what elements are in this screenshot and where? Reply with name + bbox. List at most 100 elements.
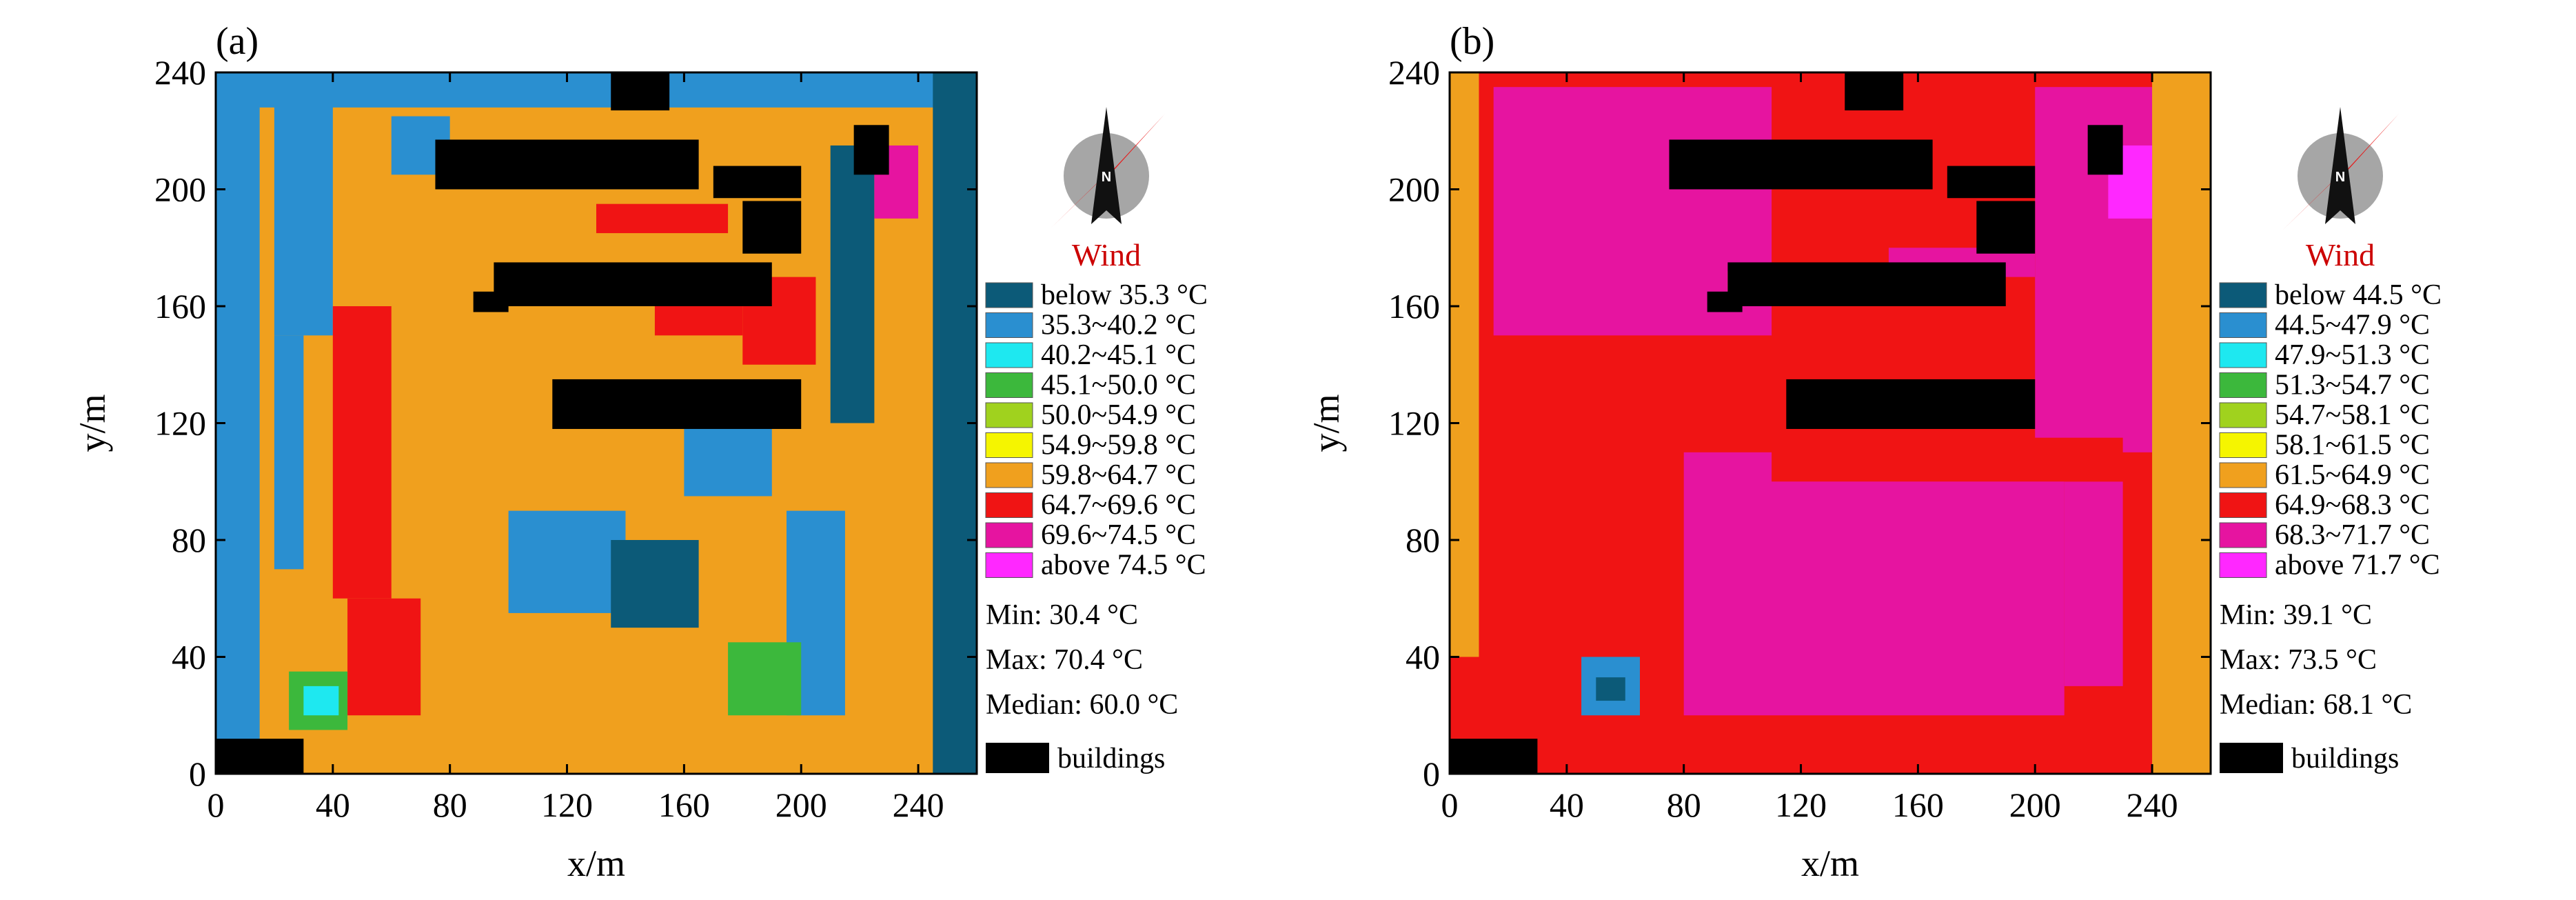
panel-label: (b) (1450, 20, 1494, 63)
legend-swatch (985, 282, 1033, 308)
y-tick-label: 120 (154, 404, 206, 443)
legend-swatch (985, 372, 1033, 398)
legend-label: 54.9~59.8 °C (1041, 430, 1196, 461)
legend-label: 64.9~68.3 °C (2275, 490, 2430, 521)
heatmap-field (216, 72, 977, 774)
legend-swatch (2219, 522, 2267, 548)
heatmap-region (684, 423, 772, 497)
stat-text: Min: 39.1 °C (2220, 599, 2372, 631)
heatmap-region (1450, 72, 1479, 657)
y-tick-label: 200 (154, 170, 206, 209)
legend-label: 35.3~40.2 °C (1041, 310, 1196, 341)
legend-label: 64.7~69.6 °C (1041, 490, 1196, 521)
building (1669, 139, 1933, 190)
legend-label: 59.8~64.7 °C (1041, 459, 1196, 491)
heatmap-chart-b: (b) 0 40 80 120 160 200 240 0 40 80 120 160 200 240 x/m… (1306, 20, 2442, 884)
legend-label: 69.6~74.5 °C (1041, 519, 1196, 551)
heatmap-region (728, 642, 802, 716)
legend-swatch (985, 522, 1033, 548)
building (1707, 291, 1743, 312)
stat-text: Min: 30.4 °C (986, 599, 1138, 631)
heatmap-region (2152, 72, 2211, 774)
legend-label: below 35.3 °C (1041, 279, 1208, 311)
y-tick-label: 0 (1423, 754, 1440, 793)
compass-north-label: N (1102, 170, 1111, 185)
x-tick-label: 0 (207, 786, 225, 824)
legend-swatch (985, 552, 1033, 578)
legend-label: 61.5~64.9 °C (2275, 459, 2430, 491)
building (853, 125, 889, 175)
y-tick-label: 40 (1406, 638, 1440, 677)
heatmap-region (1772, 437, 2123, 482)
heatmap-panel-a: (a) 0 40 80 120 160 200 240 0 40 80 120 160 200 240 x/m… (72, 20, 1208, 884)
legend-swatch (985, 342, 1033, 368)
building (1947, 166, 2036, 199)
x-tick-label: 200 (2009, 786, 2061, 824)
building (1450, 739, 1538, 774)
buildings-swatch (986, 743, 1049, 773)
x-axis-label: x/m (567, 843, 625, 884)
legend-label: 54.7~58.1 °C (2275, 399, 2430, 431)
compass-north-label: N (2335, 170, 2345, 185)
y-tick-label: 200 (1388, 170, 1440, 209)
legend-label: above 71.7 °C (2275, 550, 2440, 581)
heatmap-region (2064, 481, 2123, 686)
heatmap-chart-a: (a) 0 40 80 120 160 200 240 0 40 80 120 160 200 240 x/m… (72, 20, 1208, 884)
x-tick-label: 160 (658, 786, 710, 824)
wind-compass-icon (1048, 107, 1165, 231)
heatmap-region (274, 335, 304, 570)
legend-swatch (2219, 372, 2267, 398)
wind-label: Wind (2306, 237, 2375, 272)
heatmap-region (1683, 452, 2065, 716)
buildings-label: buildings (2291, 743, 2399, 774)
heatmap-region (216, 72, 977, 108)
x-tick-label: 40 (316, 786, 350, 824)
x-tick-label: 120 (541, 786, 593, 824)
x-tick-label: 80 (433, 786, 467, 824)
x-tick-label: 240 (893, 786, 944, 824)
legend-label: 51.3~54.7 °C (2275, 370, 2430, 401)
y-tick-label: 80 (1406, 521, 1440, 559)
x-axis-label: x/m (1801, 843, 1859, 884)
x-tick-label: 0 (1441, 786, 1459, 824)
legend-swatch (2219, 282, 2267, 308)
building (494, 262, 772, 306)
stat-text: Median: 60.0 °C (986, 689, 1178, 721)
buildings-label: buildings (1057, 743, 1165, 774)
legend-label: 58.1~61.5 °C (2275, 430, 2430, 461)
stat-text: Max: 73.5 °C (2220, 644, 2377, 676)
heatmap-region (347, 598, 421, 716)
building (1845, 72, 1904, 111)
heatmap-field (1450, 72, 2211, 774)
building (1976, 201, 2036, 254)
y-tick-label: 160 (1388, 287, 1440, 326)
heatmap-panel-b: (b) 0 40 80 120 160 200 240 0 40 80 120 160 200 240 x/m… (1234, 0, 2522, 900)
building (1786, 379, 2036, 429)
wind-label: Wind (1072, 237, 1141, 272)
buildings-swatch (2220, 743, 2283, 773)
building (473, 291, 509, 312)
legend-label: 47.9~51.3 °C (2275, 339, 2430, 371)
heatmap-region (596, 203, 729, 234)
heatmap-region (332, 306, 392, 599)
legend-swatch (985, 462, 1033, 488)
y-tick-label: 120 (1388, 404, 1440, 443)
stat-text: Max: 70.4 °C (986, 644, 1143, 676)
legend-swatch (2219, 312, 2267, 338)
legend-swatch (2219, 462, 2267, 488)
x-tick-label: 240 (2127, 786, 2178, 824)
x-tick-label: 120 (1775, 786, 1827, 824)
y-tick-label: 0 (189, 754, 206, 793)
building (611, 72, 670, 111)
heatmap-region (274, 101, 333, 336)
building (552, 379, 802, 429)
building (435, 139, 699, 190)
y-axis-label: y/m (1306, 394, 1347, 452)
legend-swatch (2219, 342, 2267, 368)
building (216, 739, 304, 774)
y-tick-label: 40 (172, 638, 206, 677)
x-tick-label: 200 (775, 786, 827, 824)
building (713, 166, 802, 199)
y-tick-label: 160 (154, 287, 206, 326)
building (1727, 262, 2006, 306)
